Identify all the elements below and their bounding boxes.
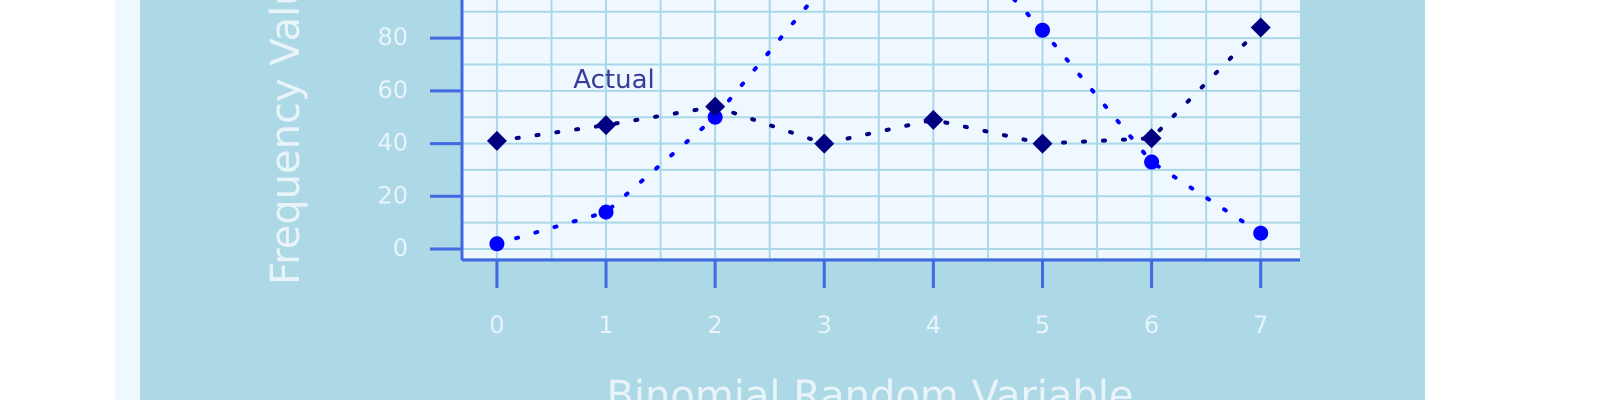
data-point bbox=[1032, 133, 1053, 154]
x-tick-label: 5 bbox=[1035, 311, 1050, 339]
x-axis-label: Binomial Random Variable bbox=[606, 373, 1133, 400]
data-point bbox=[489, 236, 505, 252]
y-tick-label: 80 bbox=[377, 23, 408, 51]
data-point bbox=[598, 204, 614, 220]
x-tick-label: 6 bbox=[1144, 311, 1159, 339]
data-point bbox=[596, 115, 617, 136]
data-point bbox=[923, 109, 944, 130]
data-point bbox=[814, 133, 835, 154]
data-point bbox=[1250, 17, 1271, 38]
x-tick-label: 1 bbox=[598, 311, 613, 339]
data-point bbox=[1144, 154, 1160, 170]
data-point bbox=[486, 130, 507, 151]
data-point bbox=[707, 109, 723, 125]
y-axis-label: Frequency Values bbox=[263, 0, 309, 285]
y-tick-label: 60 bbox=[377, 76, 408, 104]
y-tick-label: 0 bbox=[393, 234, 408, 262]
y-tick-label: 20 bbox=[377, 181, 408, 209]
x-tick-label: 2 bbox=[708, 311, 723, 339]
data-point bbox=[1141, 128, 1162, 149]
data-point bbox=[1253, 225, 1269, 241]
y-tick-label: 40 bbox=[377, 129, 408, 157]
x-tick-label: 7 bbox=[1253, 311, 1268, 339]
annotation: Actual bbox=[573, 65, 654, 95]
x-tick-label: 3 bbox=[817, 311, 832, 339]
data-point bbox=[705, 96, 726, 117]
data-point bbox=[1034, 22, 1050, 38]
x-tick-label: 4 bbox=[926, 311, 941, 339]
x-tick-label: 0 bbox=[489, 311, 504, 339]
